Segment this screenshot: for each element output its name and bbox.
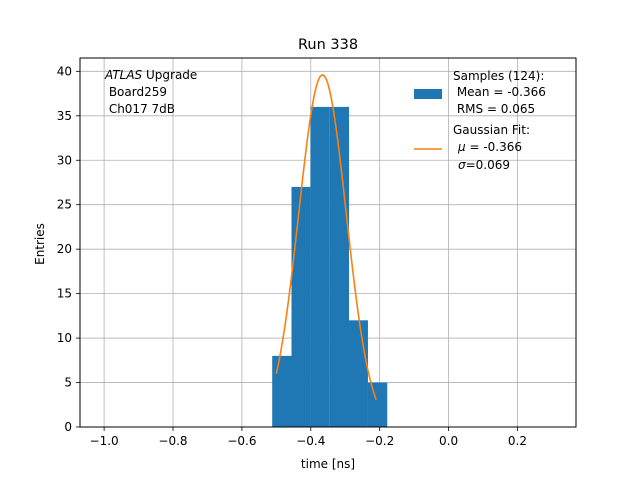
legend-mu-value: = -0.366 [466,140,522,154]
legend-samples-line-2: Mean = -0.366 [453,85,546,99]
x-tick-label: −0.2 [365,434,394,448]
x-tick-label: −1.0 [90,434,119,448]
fit-curve [275,74,377,400]
x-tick-label: 0.2 [508,434,527,448]
histogram-bar [291,186,311,427]
legend-fit-line-1: Gaussian Fit: [453,123,530,137]
legend: Samples (124): Mean = -0.366 RMS = 0.065… [414,69,546,172]
plot-frame [79,57,577,428]
y-tick-label: 0 [64,420,72,434]
histogram-bar [367,382,388,427]
chart-title: Run 338 [298,37,358,53]
annotation-line-1: ATLAS Upgrade [104,68,197,82]
y-tick-label: 15 [57,287,72,301]
x-tick-label: 0.0 [439,434,458,448]
y-tick-label: 25 [57,198,72,212]
legend-mu-symbol: μ [457,140,466,154]
annotation-line-3: Ch017 7dB [105,102,175,116]
legend-sigma-symbol: σ [458,158,466,172]
legend-samples-swatch [414,89,442,99]
annotation-atlas: ATLAS [104,68,143,82]
legend-samples-line-3: RMS = 0.065 [453,102,535,116]
gaussian-fit [275,74,377,400]
histogram-bar [310,106,330,427]
x-tick-label: −0.6 [227,434,256,448]
y-tick-label: 20 [57,242,72,256]
y-tick-label: 40 [57,64,72,78]
x-axis-label: time [ns] [301,457,355,471]
x-tick-label: −0.8 [158,434,187,448]
axes [79,57,577,428]
legend-sigma-value: =0.069 [466,158,510,172]
annotation-upgrade: Upgrade [142,68,197,82]
legend-samples-line-1: Samples (124): [453,69,544,83]
y-tick-label: 35 [57,109,72,123]
y-tick-label: 10 [57,331,72,345]
annotation-line-2: Board259 [105,85,167,99]
histogram-bar [329,106,350,427]
histogram-bar [272,355,292,427]
atlas-annotation: ATLAS Upgrade Board259 Ch017 7dB [104,68,197,116]
legend-fit-line-3: σ=0.069 [458,158,510,172]
histogram-bar [349,320,368,427]
y-axis-label: Entries [33,223,47,265]
y-tick-label: 5 [64,376,72,390]
tick-labels: −1.0 −0.8 −0.6 −0.4 −0.2 0.0 0.2 0 5 10 15 20 25 30 35… [57,64,527,448]
y-tick-label: 30 [57,153,72,167]
x-tick-label: −0.4 [296,434,325,448]
histogram-bars [272,106,388,427]
legend-fit-line-2: μ = -0.366 [457,140,522,154]
